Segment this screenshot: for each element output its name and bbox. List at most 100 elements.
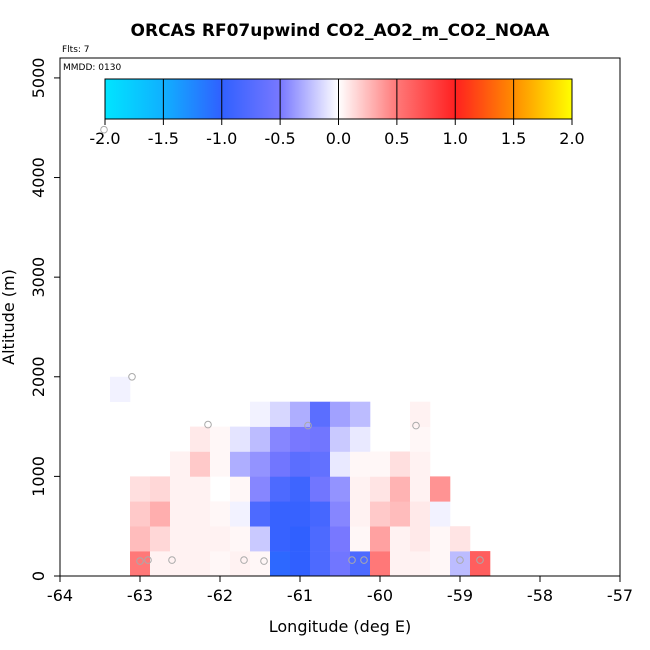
heatmap-cell (310, 401, 331, 427)
heatmap-cell (170, 551, 191, 577)
heatmap-cell (330, 451, 351, 477)
y-tick-label: 2000 (29, 356, 48, 397)
x-tick-label: -58 (527, 586, 553, 605)
sample-marker (260, 557, 268, 565)
x-tick-label: -62 (207, 586, 233, 605)
heatmap-cell (170, 526, 191, 552)
heatmap-cell (110, 376, 131, 402)
y-tick-label: 3000 (29, 257, 48, 298)
heatmap-cell (310, 551, 331, 577)
heatmap-cell (230, 526, 251, 552)
sample-marker (168, 556, 176, 564)
colorbar-tick-label: -1.5 (148, 129, 179, 148)
heatmap-cell (410, 426, 431, 452)
heatmap-cell (190, 476, 211, 502)
heatmap-cell (270, 501, 291, 527)
sample-marker (476, 556, 484, 564)
heatmap-cell (230, 426, 251, 452)
heatmap-cell (290, 426, 311, 452)
heatmap-cell (210, 501, 231, 527)
heatmap-cell (250, 476, 271, 502)
heatmap-cell (130, 526, 151, 552)
heatmap-cell (410, 451, 431, 477)
sample-markers (100, 125, 484, 565)
heatmap-cell (390, 501, 411, 527)
heatmap-cell (210, 526, 231, 552)
heatmap-cell (130, 501, 151, 527)
heatmap-cell (390, 476, 411, 502)
heatmap-cell (330, 526, 351, 552)
x-tick-label: -59 (447, 586, 473, 605)
y-tick-label: 0 (29, 571, 48, 581)
heatmap-cell (150, 476, 171, 502)
y-tick-label: 1000 (29, 456, 48, 497)
heatmap-cell (350, 451, 371, 477)
heatmap-cell (230, 476, 251, 502)
heatmap-cell (170, 451, 191, 477)
heatmap-cell (410, 551, 431, 577)
colorbar-tick-label: 1.0 (443, 129, 468, 148)
heatmap-cell (270, 451, 291, 477)
heatmap-cell (410, 501, 431, 527)
x-tick-label: -57 (607, 586, 633, 605)
colorbar-tick-label: 2.0 (559, 129, 584, 148)
heatmap-cell (270, 401, 291, 427)
heatmap-cell (330, 551, 351, 577)
heatmap-cell (250, 526, 271, 552)
colorbar-tick-label: 1.5 (501, 129, 526, 148)
heatmap-cell (290, 476, 311, 502)
colorbar-tick-label: -1.0 (206, 129, 237, 148)
heatmap-cell (430, 551, 451, 577)
colorbar-tick-label: 0.5 (384, 129, 409, 148)
sample-marker (204, 420, 212, 429)
heatmap-cell (150, 551, 171, 577)
heatmap-cell (410, 476, 431, 502)
colorbar-tick-label: 0.0 (326, 129, 351, 148)
colorbar-tick-label: -0.5 (265, 129, 296, 148)
plot-frame (59, 57, 621, 577)
x-tick-label: -64 (47, 586, 73, 605)
heatmap-cell (190, 426, 211, 452)
heatmap-cell (150, 526, 171, 552)
heatmap-cell (410, 401, 431, 427)
heatmap-cell (130, 476, 151, 502)
heatmap-cell (190, 526, 211, 552)
heatmap-cell (370, 451, 391, 477)
heatmap-cell (250, 426, 271, 452)
heatmap-cell (210, 551, 231, 577)
sample-marker (348, 556, 356, 564)
heatmap-cell (250, 501, 271, 527)
heatmap-cell (410, 526, 431, 552)
heatmap-cell (250, 451, 271, 477)
x-tick-label: -61 (287, 586, 313, 605)
heatmap-cell (150, 501, 171, 527)
heatmap-cell (310, 426, 331, 452)
heatmap-cell (330, 426, 351, 452)
heatmap-cell (430, 501, 451, 527)
heatmap-cell (270, 526, 291, 552)
heatmap-cell (190, 501, 211, 527)
heatmap-cell (190, 551, 211, 577)
y-axis-label: Altitude (m) (0, 269, 18, 365)
sample-marker (456, 556, 464, 564)
sample-marker (100, 125, 108, 134)
heatmap-cell (350, 426, 371, 452)
heatmap-cell (210, 426, 231, 452)
x-axis-label: Longitude (deg E) (269, 617, 412, 636)
heatmap-cell (170, 501, 191, 527)
heatmap-cell (350, 476, 371, 502)
heatmap-cell (290, 551, 311, 577)
sample-marker (144, 556, 152, 564)
y-axis: 0 1000 2000 3000 4000 5000 (29, 58, 60, 581)
heatmap-cell (250, 551, 271, 577)
flights-label: Flts: 7 (62, 45, 90, 55)
heatmap-cell (370, 476, 391, 502)
heatmap-cell (370, 551, 391, 577)
sample-marker (412, 421, 420, 430)
chart-title: ORCAS RF07upwind CO2_AO2_m_CO2_NOAA (131, 21, 551, 41)
heatmap-cell (310, 526, 331, 552)
heatmap-cell (190, 451, 211, 477)
heatmap-cell (130, 551, 151, 577)
heatmap-cell (210, 451, 231, 477)
